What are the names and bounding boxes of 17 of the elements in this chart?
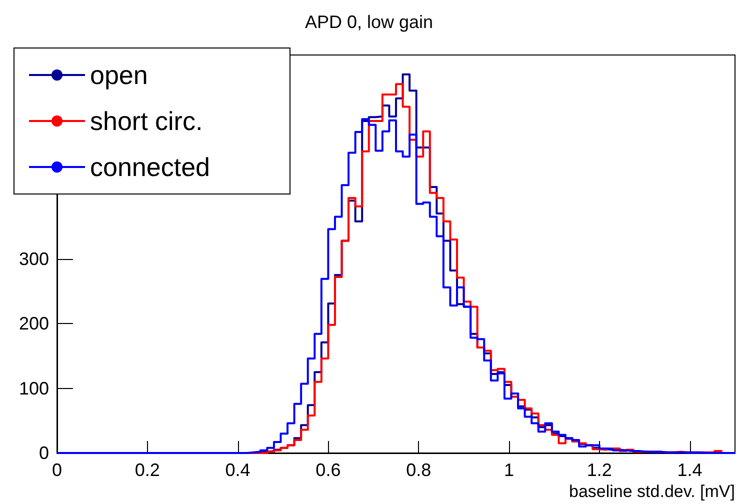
y-tick-label: 200 (18, 314, 49, 334)
x-tick-label: 1 (504, 460, 514, 480)
y-tick-label: 100 (18, 378, 49, 398)
chart-title: APD 0, low gain (304, 12, 434, 32)
x-axis-title: baseline std.dev. [mV] (569, 482, 735, 501)
x-tick-label: 0.4 (225, 460, 250, 480)
legend-label: open (90, 60, 148, 90)
y-tick-label: 0 (38, 443, 49, 463)
y-tick-label: 300 (18, 248, 49, 269)
x-tick-label: 0.6 (316, 460, 341, 480)
x-tick-label: 1.2 (586, 460, 612, 480)
x-tick-label: 0.2 (134, 460, 160, 480)
legend-label: short circ. (90, 106, 203, 136)
x-tick-label: 1.4 (677, 460, 702, 480)
legend-label: connected (90, 152, 210, 182)
x-tick-label: 0 (52, 460, 62, 480)
x-tick-label: 0.8 (406, 460, 432, 480)
